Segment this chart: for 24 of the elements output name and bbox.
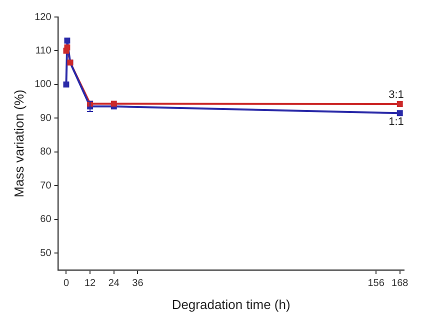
point bbox=[396, 101, 403, 108]
y-tick-label: 50 bbox=[40, 248, 52, 259]
x-tick-label: 156 bbox=[368, 278, 385, 289]
x-tick-label: 168 bbox=[392, 278, 409, 289]
point bbox=[110, 100, 117, 107]
series-label: 3:1 bbox=[388, 89, 404, 102]
x-tick-label: 0 bbox=[63, 278, 70, 289]
y-tick-label: 120 bbox=[34, 12, 52, 23]
y-tick-label: 90 bbox=[40, 112, 52, 124]
y-tick-label: 110 bbox=[35, 45, 52, 56]
x-tick-label: 36 bbox=[132, 278, 144, 289]
point bbox=[396, 110, 403, 116]
point bbox=[64, 38, 70, 44]
point bbox=[64, 44, 70, 50]
y-tick-label: 70 bbox=[40, 180, 52, 192]
x-tick-label: 24 bbox=[108, 278, 120, 289]
x-axis-title: Degradation time (h) bbox=[172, 297, 290, 312]
series-label: 1:1 bbox=[388, 116, 404, 128]
point bbox=[63, 81, 70, 88]
y-tick-label: 80 bbox=[40, 146, 52, 158]
y-tick-label: 60 bbox=[40, 214, 52, 226]
x-tick-label: 12 bbox=[84, 278, 96, 289]
y-tick-label: 100 bbox=[34, 79, 52, 90]
y-axis-title: Mass variation (%) bbox=[11, 90, 26, 198]
